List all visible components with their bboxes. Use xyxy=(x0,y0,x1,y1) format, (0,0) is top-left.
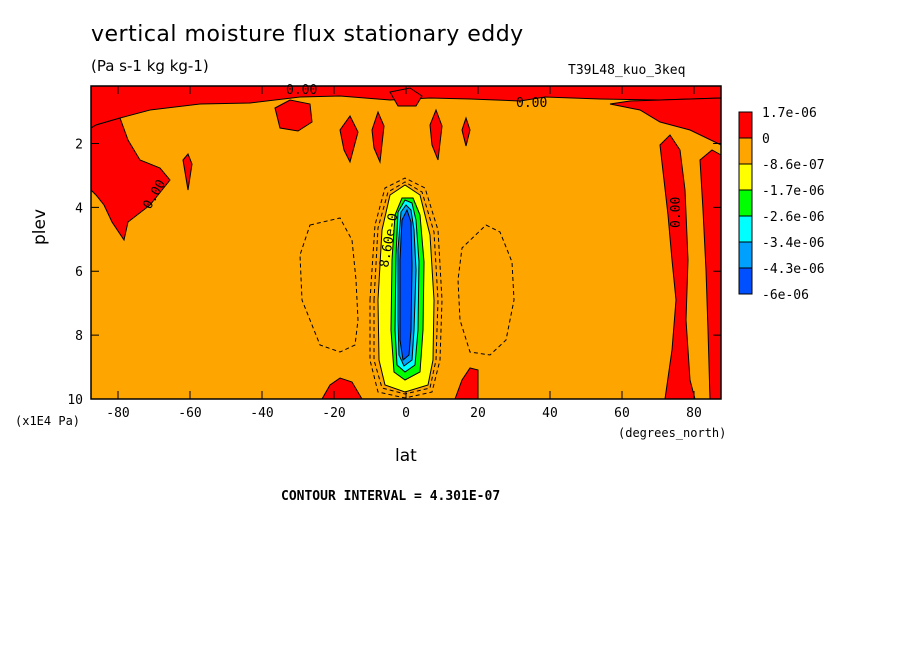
contour-right-lobe xyxy=(457,224,515,356)
legend-label: -6e-06 xyxy=(762,288,809,303)
run-label: T39L48_kuo_3keq xyxy=(568,63,686,78)
region-blob-5 xyxy=(429,108,443,161)
region-blob-2 xyxy=(389,87,423,107)
contour-core-outer xyxy=(369,177,443,399)
legend-label: -8.6e-07 xyxy=(762,158,825,173)
legend-label: -3.4e-06 xyxy=(762,236,825,251)
legend-label: 0 xyxy=(762,132,770,147)
x-tick-label: -60 xyxy=(178,406,201,421)
y-axis-unit: (x1E4 Pa) xyxy=(15,414,81,428)
region-blob-7 xyxy=(182,153,193,191)
x-tick-label: 80 xyxy=(686,406,702,421)
legend-swatch xyxy=(738,189,753,217)
x-tick-label: 60 xyxy=(614,406,630,421)
x-tick-label: 20 xyxy=(470,406,486,421)
x-tick-label: -40 xyxy=(250,406,273,421)
y-tick-label: 2 xyxy=(75,137,83,152)
contour-label-right: 0.00 xyxy=(669,197,684,228)
legend-swatch xyxy=(738,163,753,191)
negative-contours xyxy=(299,177,515,399)
x-tick-label: 40 xyxy=(542,406,558,421)
y-tick-label: 10 xyxy=(67,393,83,408)
y-tick-label: 6 xyxy=(75,265,83,280)
region-blob-6 xyxy=(461,116,471,147)
legend-swatch xyxy=(738,137,753,165)
region-blob-4 xyxy=(371,110,385,164)
y-tick-label: 4 xyxy=(75,201,83,216)
x-tick-label: 0 xyxy=(402,406,410,421)
legend-swatch xyxy=(738,215,753,243)
core-blue xyxy=(399,208,413,361)
legend-label: -4.3e-06 xyxy=(762,262,825,277)
legend-label: 1.7e-06 xyxy=(762,106,817,121)
x-axis: -80 -60 -40 -20 0 20 40 60 80 xyxy=(106,86,702,421)
chart-title: vertical moisture flux stationary eddy xyxy=(91,22,524,47)
legend-swatch xyxy=(738,267,753,295)
color-legend: 1.7e-06 0 -8.6e-07 -1.7e-06 -2.6e-06 -3.4e-06… xyxy=(738,106,825,303)
legend-swatch xyxy=(738,111,753,139)
region-blob-3 xyxy=(339,115,359,164)
negative-core xyxy=(377,184,435,393)
contour-interval: CONTOUR INTERVAL = 4.301E-07 xyxy=(281,489,501,504)
x-tick-label: -20 xyxy=(322,406,345,421)
y-tick-label: 8 xyxy=(75,329,83,344)
contour-label-top-right: 0.00 xyxy=(516,96,547,111)
legend-label: -2.6e-06 xyxy=(762,210,825,225)
legend-swatch xyxy=(738,241,753,269)
y-axis: 2 4 6 8 10 xyxy=(67,137,721,408)
region-right-top xyxy=(609,97,722,146)
legend-label: -1.7e-06 xyxy=(762,184,825,199)
x-axis-unit: (degrees_north) xyxy=(618,426,727,440)
contour-left-lobe xyxy=(299,217,359,353)
chart-units: (Pa s-1 kg kg-1) xyxy=(91,57,209,75)
region-blob-1 xyxy=(274,99,313,132)
x-tick-label: -80 xyxy=(106,406,129,421)
region-left-column xyxy=(90,117,171,242)
x-axis-label: lat xyxy=(395,446,417,466)
